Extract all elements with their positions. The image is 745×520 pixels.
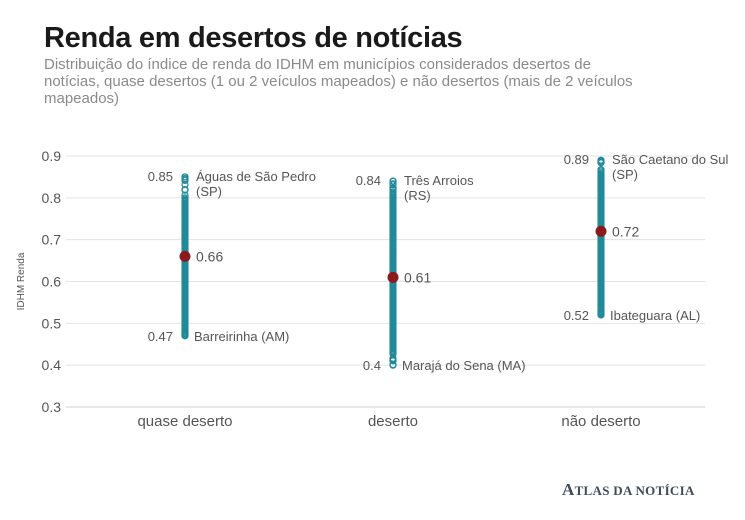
x-tick-label: quase deserto (137, 413, 232, 430)
y-tick-label: 0.5 (42, 315, 62, 331)
data-point (389, 188, 397, 196)
min-value-label: 0.47 (148, 329, 173, 344)
y-axis-label: IDHM Renda (16, 252, 27, 310)
max-place-label: (RS) (404, 188, 431, 203)
min-value-label: 0.52 (564, 308, 589, 323)
data-point (597, 156, 605, 164)
max-value-label: 0.84 (356, 173, 381, 188)
data-point (389, 177, 397, 185)
mean-point (387, 271, 399, 283)
mean-label: 0.61 (404, 269, 431, 285)
y-tick-label: 0.9 (42, 148, 62, 164)
atlas-da-noticia-logo: ATLAS DA NOTÍCIA (562, 480, 695, 500)
data-point (181, 329, 189, 337)
data-point (597, 307, 605, 316)
data-point (389, 184, 397, 192)
mean-label: 0.72 (612, 223, 639, 239)
y-tick-label: 0.6 (42, 274, 62, 290)
chart-subtitle: Distribuição do índice de renda do IDHM … (44, 56, 633, 107)
y-tick-label: 0.8 (42, 190, 62, 206)
data-point (181, 173, 189, 181)
mean-label: 0.66 (196, 248, 223, 264)
logo-initial: A (562, 480, 575, 499)
data-point (597, 311, 605, 319)
y-tick-label: 0.3 (42, 399, 62, 415)
y-tick-label: 0.7 (42, 232, 62, 248)
data-point (181, 186, 189, 194)
data-point (389, 356, 397, 364)
max-place-label: (SP) (196, 184, 222, 199)
max-value-label: 0.85 (148, 169, 173, 184)
data-point (181, 332, 189, 340)
data-point (597, 166, 605, 174)
chart-title: Renda em desertos de notícias (44, 22, 463, 54)
data-point (181, 176, 189, 185)
mean-point (595, 225, 607, 237)
min-place-label: Ibateguara (AL) (610, 308, 700, 323)
data-point (389, 186, 397, 194)
data-point (389, 181, 397, 189)
logo-rest: TLAS DA NOTÍCIA (574, 483, 695, 498)
mean-point (179, 250, 191, 262)
max-place-label: São Caetano do Sul (612, 152, 728, 167)
max-place-label: (SP) (612, 167, 638, 182)
max-place-label: Três Arroios (404, 173, 474, 188)
data-point (389, 361, 397, 369)
max-value-label: 0.89 (564, 152, 589, 167)
min-place-label: Marajá do Sena (MA) (402, 358, 526, 373)
data-point (181, 194, 189, 202)
x-tick-label: não deserto (561, 413, 640, 430)
max-place-label: Águas de São Pedro (196, 169, 316, 184)
min-value-label: 0.4 (363, 358, 381, 373)
min-place-label: Barreirinha (AM) (194, 329, 289, 344)
x-tick-label: deserto (368, 413, 418, 430)
y-tick-label: 0.4 (42, 357, 62, 373)
